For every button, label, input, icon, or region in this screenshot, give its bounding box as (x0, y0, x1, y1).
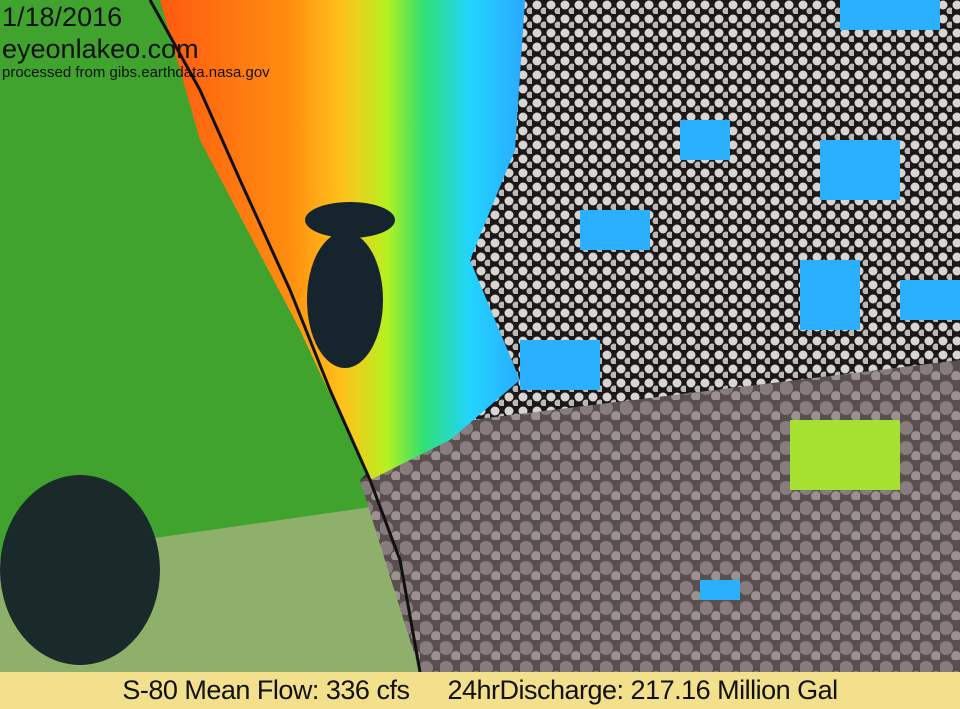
site-label: eyeonlakeo.com (2, 34, 199, 64)
footer-bar: S-80 Mean Flow: 336 cfs 24hrDischarge: 2… (0, 672, 960, 709)
discharge-text: 24hrDischarge: 217.16 Million Gal (447, 675, 838, 705)
green-patches (790, 420, 900, 490)
source-label: processed from gibs.earthdata.nasa.gov (2, 64, 270, 81)
dark-water (307, 232, 383, 368)
lake-okeechobee (0, 475, 160, 665)
blue-patches (520, 0, 960, 600)
dark-water (305, 202, 395, 238)
coastline (148, 0, 422, 672)
satellite-image (0, 0, 960, 672)
date-label: 1/18/2016 (2, 2, 123, 32)
mean-flow-text: S-80 Mean Flow: 336 cfs (122, 675, 410, 705)
